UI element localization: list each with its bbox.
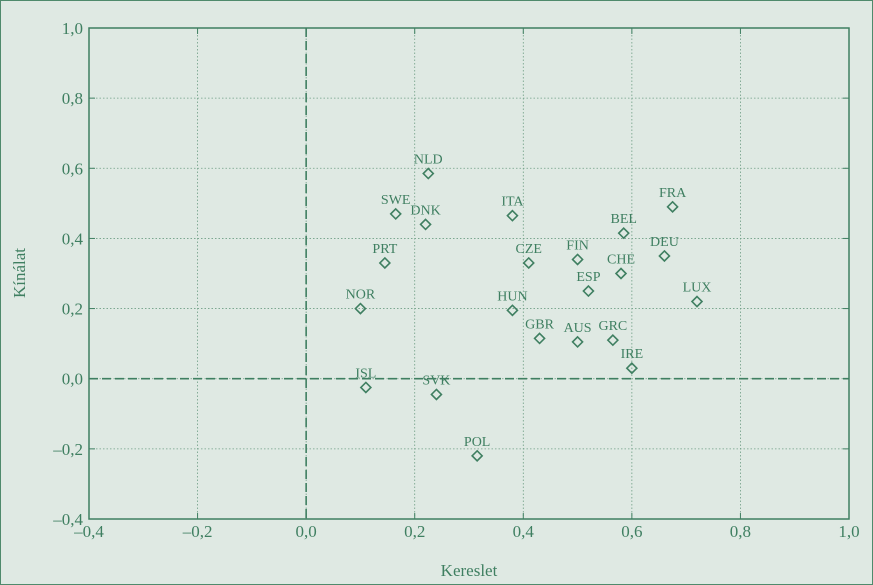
grid	[89, 28, 849, 519]
data-point-label: ISL	[355, 366, 376, 381]
x-tick-label: 0,6	[621, 522, 642, 541]
y-tick-label: 0,8	[62, 89, 83, 108]
data-point-label: ESP	[576, 270, 600, 285]
data-point-marker	[571, 253, 584, 266]
data-point-label: NOR	[346, 288, 376, 303]
x-tick-label: 0,8	[730, 522, 751, 541]
data-point-label: SWE	[381, 193, 411, 208]
data-point-marker	[606, 334, 619, 347]
x-tick-label: 0,0	[296, 522, 317, 541]
data-point-label: GRC	[598, 319, 627, 334]
data-point-label: FIN	[566, 238, 589, 253]
data-point-marker	[430, 388, 443, 401]
data-point-label: CHE	[607, 253, 635, 268]
y-tick-label: 0,2	[62, 300, 83, 319]
x-tick-label: –0,4	[73, 522, 104, 541]
data-point-label: POL	[464, 435, 490, 450]
y-tick-label: 1,0	[62, 19, 83, 38]
data-point-label: LUX	[683, 281, 712, 296]
data-point-marker	[471, 449, 484, 463]
data-point-marker	[690, 295, 704, 308]
data-point-marker	[522, 256, 535, 270]
data-point-label: DNK	[410, 203, 440, 218]
y-axis-title: Kínálat	[10, 248, 29, 298]
data-point-label: BEL	[610, 212, 636, 227]
reference-lines	[89, 28, 849, 519]
data-point-marker	[658, 249, 671, 263]
data-point-marker	[419, 218, 432, 231]
data-point-marker	[359, 381, 372, 394]
data-point-label: ITA	[501, 195, 524, 210]
data-point-marker	[378, 256, 391, 270]
data-point-marker	[582, 284, 595, 298]
x-tick-label: –0,2	[182, 522, 213, 541]
axis-ticks: –0,4 –0,2 0,0 0,2 0,4 0,6 0,8 1,0 1,0 0,8 0,6 0,4 0,…	[52, 19, 859, 541]
data-point-marker	[617, 227, 630, 240]
data-point-marker	[506, 209, 519, 222]
y-tick-label: 0,4	[62, 229, 84, 248]
y-tick-label: 0,6	[62, 159, 83, 178]
data-point-marker	[571, 335, 584, 349]
plot-area	[88, 27, 850, 520]
data-point-marker	[422, 167, 435, 180]
data-point-marker	[666, 200, 679, 213]
data-point-label: FRA	[659, 186, 687, 201]
data-point-label: AUS	[564, 321, 592, 336]
data-point-label: CZE	[515, 242, 541, 257]
x-tick-label: 0,2	[404, 522, 425, 541]
data-point-marker	[354, 302, 367, 315]
x-tick-label: 1,0	[838, 522, 859, 541]
data-point-label: NLD	[414, 153, 443, 168]
data-point-label: IRE	[621, 347, 644, 362]
x-axis-title: Kereslet	[441, 561, 498, 580]
data-point-marker	[614, 267, 628, 280]
data-point-label: PRT	[372, 242, 397, 257]
data-point-marker	[533, 332, 546, 345]
data-point-marker	[506, 304, 519, 317]
y-tick-label: –0,2	[52, 440, 83, 459]
x-tick-label: 0,4	[513, 522, 535, 541]
data-point-marker	[389, 207, 402, 221]
y-tick-label: 0,0	[62, 370, 83, 389]
y-tick-label: –0,4	[52, 510, 83, 529]
data-point-marker	[625, 362, 638, 375]
data-point-label: DEU	[650, 235, 679, 250]
data-point-label: SVK	[422, 373, 450, 388]
data-point-label: HUN	[497, 289, 527, 304]
data-point-label: GBR	[525, 317, 554, 332]
